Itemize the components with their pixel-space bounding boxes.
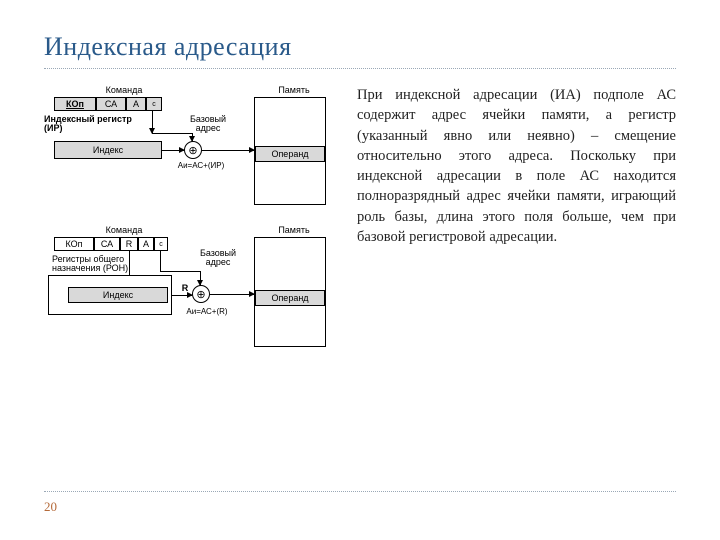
adder-2: ⊕ <box>192 285 210 303</box>
cmd2-r: R <box>120 237 138 251</box>
cmd2-kop: КОп <box>54 237 94 251</box>
body-paragraph: При индексной адресации (ИА) подполе АС … <box>357 85 676 365</box>
arrow-to-adder-1 <box>192 133 193 141</box>
cmd2-a: А <box>138 237 154 251</box>
index-box-2: Индекс <box>68 287 168 303</box>
memory-1: Операнд <box>254 97 326 205</box>
cmd-field-c: с <box>146 97 162 111</box>
cmd-field-a: А <box>126 97 146 111</box>
diagram-group-2: Команда Память КОп СА R А с Регистры общ… <box>44 225 339 355</box>
arrow-adder-mem-2 <box>210 294 254 295</box>
line-ac-2b <box>160 271 200 272</box>
cmd-field-sa: СА <box>96 97 126 111</box>
line-ac-2a <box>160 251 161 271</box>
title-underline <box>44 68 676 69</box>
addressing-diagram: Команда Память КОп СА А с Индексный реги… <box>44 85 339 355</box>
label-base-addr-2: Базовый адрес <box>194 249 242 267</box>
label-memory: Память <box>269 85 319 95</box>
line-r-down <box>129 251 130 275</box>
arrow-index-adder-1 <box>162 150 184 151</box>
slide-title: Индексная адресация <box>44 32 676 62</box>
memory-operand-1: Операнд <box>255 146 325 162</box>
diagram-group-1: Команда Память КОп СА А с Индексный реги… <box>44 85 339 215</box>
label-memory-2: Память <box>269 225 319 235</box>
label-command-2: Команда <box>89 225 159 235</box>
footer: 20 <box>44 491 676 516</box>
index-box-1: Индекс <box>54 141 162 159</box>
formula-1: Аи=АС+(ИР) <box>164 161 238 170</box>
cmd-field-kop: КОп <box>54 97 96 111</box>
footer-line <box>44 491 676 492</box>
memory-2: Операнд <box>254 237 326 347</box>
memory-operand-2: Операнд <box>255 290 325 306</box>
formula-2: Аи=АС+(R) <box>172 307 242 316</box>
arrow-adder-mem-1 <box>202 150 254 151</box>
line-ac-right-1 <box>152 133 192 134</box>
arrow-ac-down-1 <box>152 111 153 133</box>
cmd2-sa: СА <box>94 237 120 251</box>
label-command: Команда <box>89 85 159 95</box>
r-near-adder: R <box>178 283 192 293</box>
line-ac-2c <box>200 271 201 285</box>
label-index-reg: Индексный регистр (ИР) <box>44 115 144 133</box>
diagram-column: Команда Память КОп СА А с Индексный реги… <box>44 85 339 365</box>
page-number: 20 <box>44 499 57 514</box>
label-gpr: Регистры общего назначения (РОН) <box>52 255 162 273</box>
label-base-addr-1: Базовый адрес <box>184 115 232 133</box>
arrow-index-adder-2 <box>172 295 192 296</box>
cmd2-c: с <box>154 237 168 251</box>
adder-1: ⊕ <box>184 141 202 159</box>
